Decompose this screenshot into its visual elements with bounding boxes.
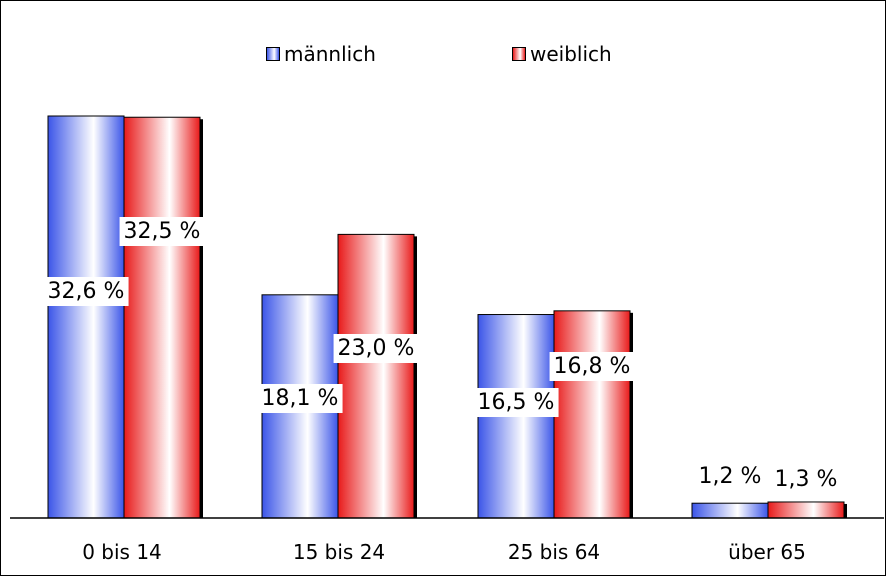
data-label-male: 32,6 % — [43, 276, 129, 306]
bar-female — [337, 233, 415, 519]
bar-male — [691, 502, 769, 519]
legend-swatch-female — [512, 47, 526, 61]
data-label-female: 32,5 % — [119, 217, 205, 247]
bar-male — [47, 115, 125, 519]
bar-edge — [630, 312, 633, 518]
bar-edge — [414, 236, 417, 518]
bar-female — [553, 310, 631, 519]
bar-female — [123, 116, 201, 519]
legend-item-female: weiblich — [512, 42, 612, 66]
data-label-male: 1,2 % — [694, 462, 766, 491]
data-label-female: 23,0 % — [333, 333, 419, 363]
legend-swatch-male — [266, 47, 280, 61]
data-label-male: 18,1 % — [257, 384, 343, 414]
category-label: 25 bis 64 — [507, 540, 601, 564]
data-label-female: 1,3 % — [770, 465, 842, 495]
bar-edge — [844, 503, 847, 518]
bar-edge — [200, 119, 203, 519]
legend-item-male: männlich — [266, 42, 376, 66]
bar-female — [767, 501, 845, 519]
category-label: über 65 — [728, 540, 806, 564]
bars — [47, 115, 847, 519]
data-label-male: 16,5 % — [473, 387, 559, 417]
category-label: 0 bis 14 — [82, 540, 162, 564]
legend-label-female: weiblich — [530, 42, 612, 66]
data-label-female: 16,8 % — [549, 352, 635, 382]
category-label: 15 bis 24 — [292, 540, 386, 564]
legend-label-male: männlich — [284, 42, 376, 66]
